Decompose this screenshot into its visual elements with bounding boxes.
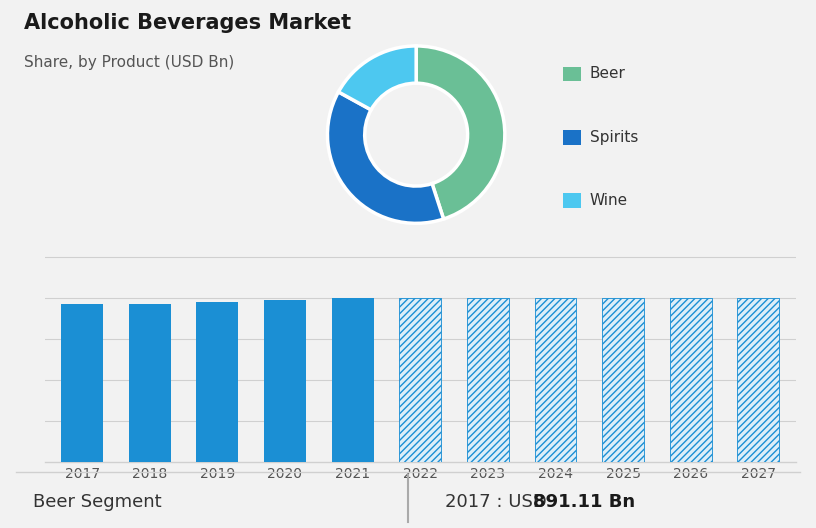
Text: Alcoholic Beverages Market: Alcoholic Beverages Market [24,13,352,33]
Bar [534,298,576,462]
Bar [670,298,712,462]
Bar [399,298,441,462]
Text: 2017 : USD: 2017 : USD [445,494,552,512]
Bar [602,298,644,462]
Text: 891.11 Bn: 891.11 Bn [533,494,635,512]
Bar [602,298,644,462]
Bar [534,298,576,462]
Text: Wine: Wine [590,193,628,208]
Bar [670,298,712,462]
Bar [738,298,779,462]
Wedge shape [327,92,444,223]
Bar [129,304,171,462]
Bar [399,298,441,462]
Wedge shape [339,46,416,110]
Bar [467,298,509,462]
Wedge shape [416,46,505,219]
Bar [264,300,306,462]
Text: Share, by Product (USD Bn): Share, by Product (USD Bn) [24,55,235,70]
Bar [331,298,374,462]
Bar [467,298,509,462]
Bar [738,298,779,462]
Bar [197,302,238,462]
Text: Beer: Beer [590,67,626,81]
Bar [61,304,103,462]
Text: Beer Segment: Beer Segment [33,494,162,512]
Text: Spirits: Spirits [590,130,638,145]
